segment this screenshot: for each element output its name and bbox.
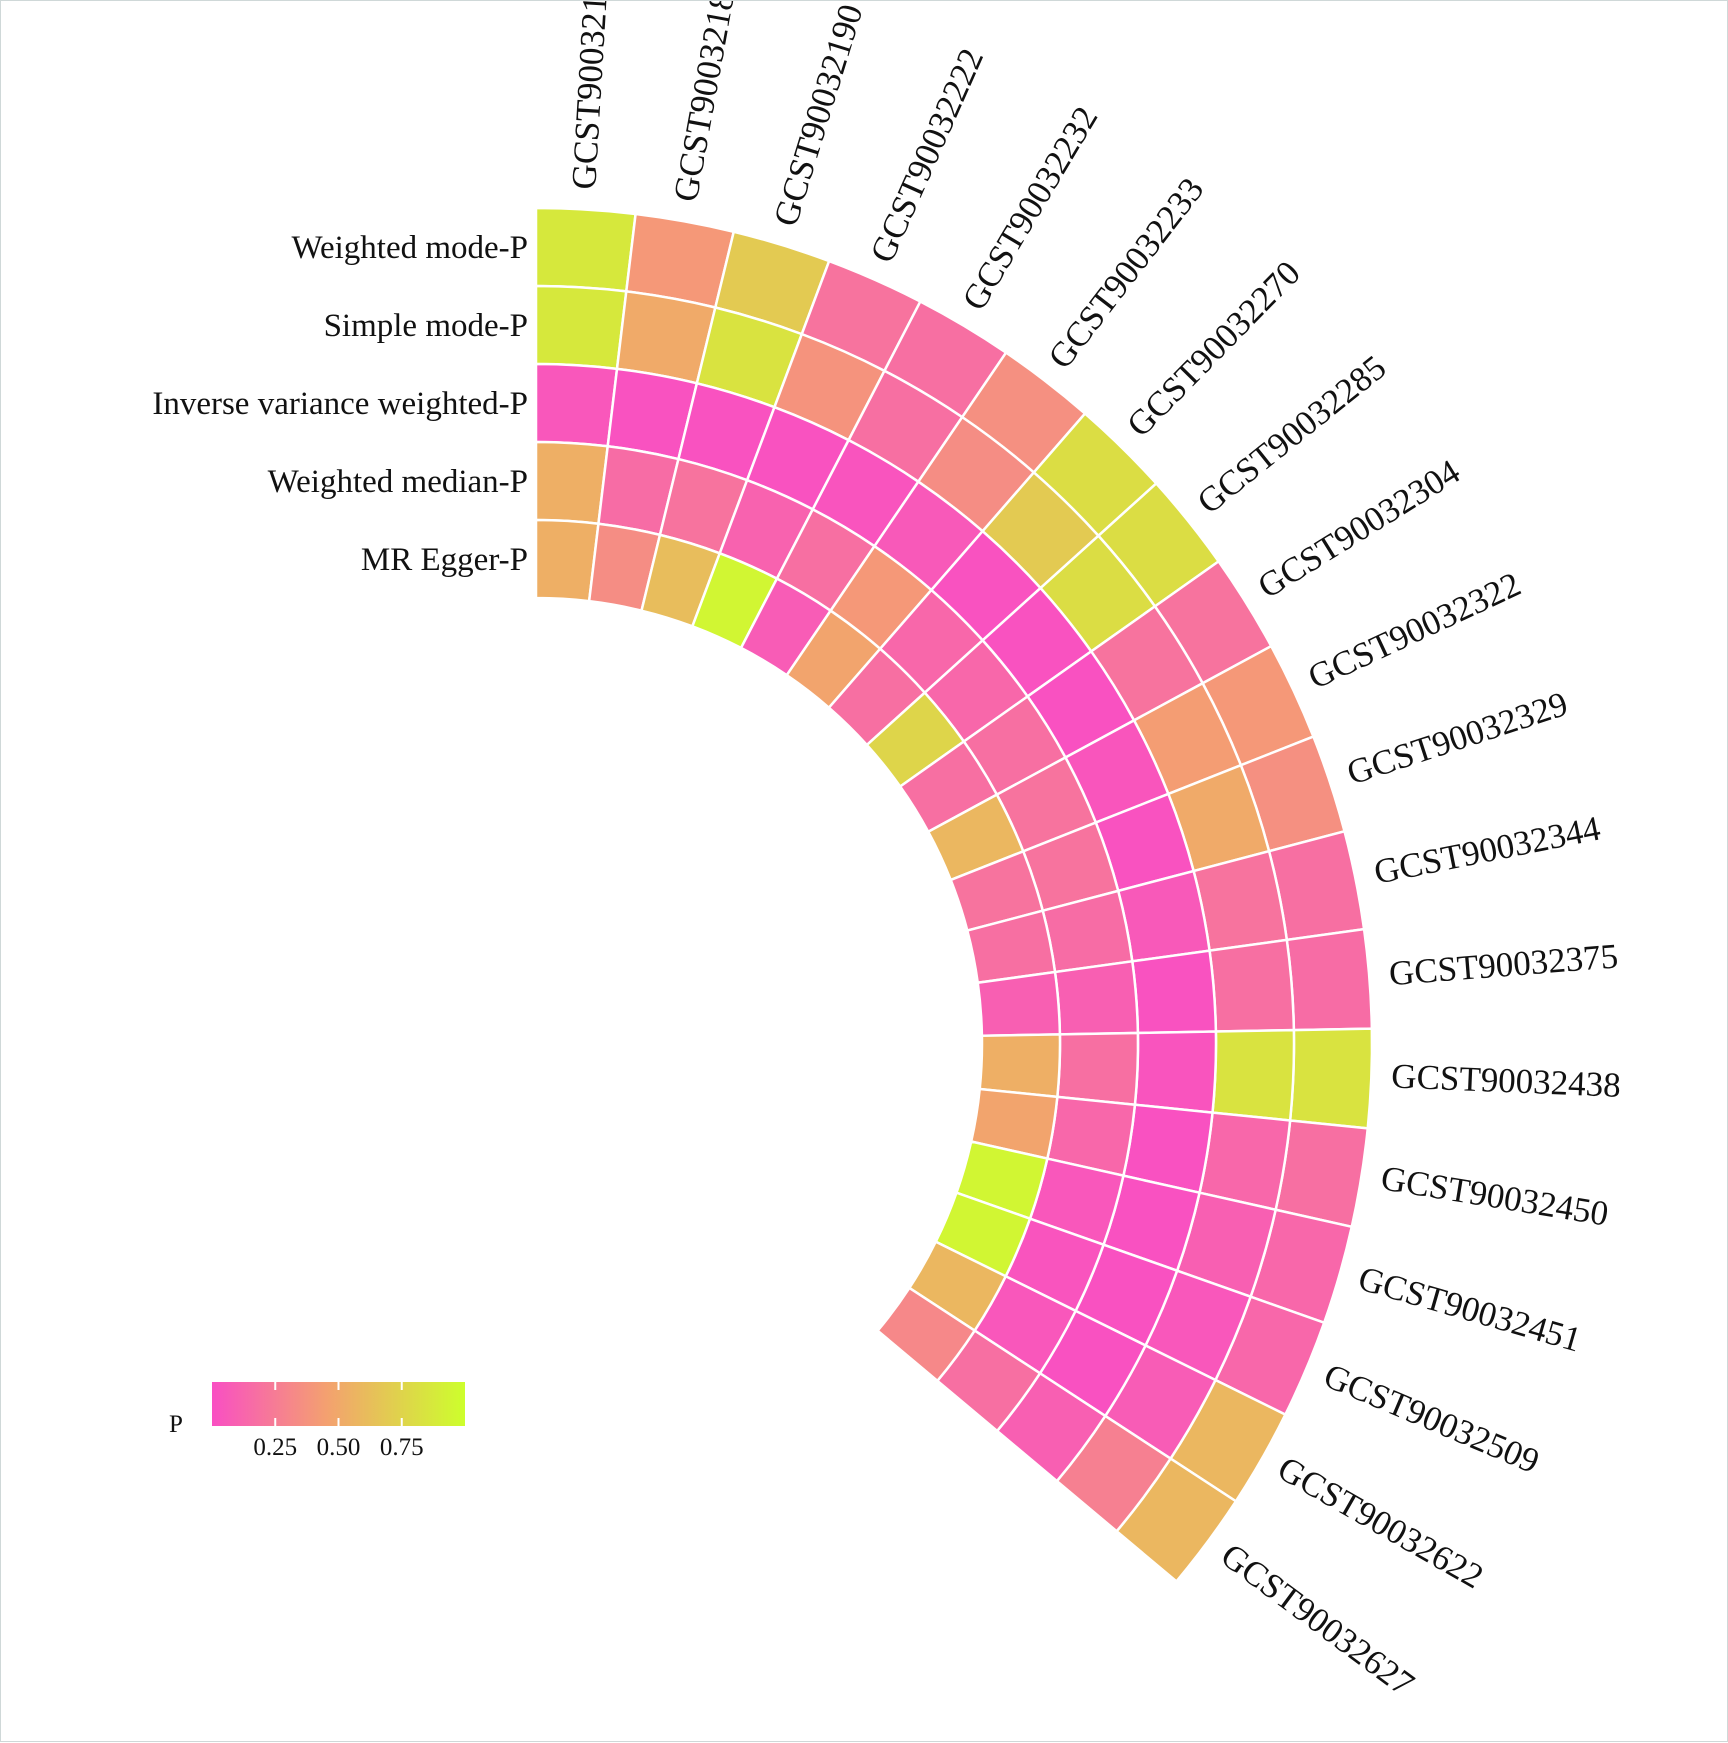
col-label-gcst90032322: GCST90032322 bbox=[1302, 564, 1526, 696]
col-label-gcst90032175: GCST90032175 bbox=[564, 1, 617, 190]
col-label-gcst90032232: GCST90032232 bbox=[954, 100, 1105, 317]
heatmap-cells bbox=[534, 206, 1374, 1584]
cell-inverse-variance-weighted-p-gcst90032438 bbox=[1133, 1030, 1218, 1114]
row-label-mr-egger-p: MR Egger-P bbox=[361, 542, 528, 578]
legend-ticks: 0.25 0.50 0.75 bbox=[253, 1382, 424, 1461]
col-label-gcst90032304: GCST90032304 bbox=[1251, 452, 1467, 606]
col-label-gcst90032622: GCST90032622 bbox=[1271, 1449, 1490, 1597]
col-label-gcst90032509: GCST90032509 bbox=[1318, 1356, 1545, 1481]
cell-mr-egger-p-gcst90032175 bbox=[534, 518, 600, 603]
col-label-gcst90032450: GCST90032450 bbox=[1378, 1158, 1611, 1233]
cell-simple-mode-p-gcst90032438 bbox=[1211, 1028, 1296, 1122]
legend-tick-label: 0.50 bbox=[317, 1434, 361, 1461]
row-label-weighted-mode-p: Weighted mode-P bbox=[291, 230, 528, 266]
cell-weighted-median-p-gcst90032438 bbox=[1055, 1031, 1140, 1107]
cell-simple-mode-p-gcst90032175 bbox=[534, 284, 628, 371]
legend-title: P bbox=[169, 1411, 183, 1438]
col-label-gcst90032438: GCST90032438 bbox=[1391, 1056, 1622, 1104]
cell-mr-egger-p-gcst90032375 bbox=[976, 970, 1062, 1038]
cell-simple-mode-p-gcst90032375 bbox=[1208, 938, 1296, 1033]
col-label-gcst90032627: GCST90032627 bbox=[1214, 1536, 1422, 1704]
col-label-gcst90032222: GCST90032222 bbox=[862, 43, 991, 269]
col-label-gcst90032329: GCST90032329 bbox=[1342, 684, 1572, 793]
legend-tick-label: 0.75 bbox=[380, 1434, 424, 1461]
col-label-gcst90032186: GCST90032186 bbox=[666, 1, 745, 205]
cell-mr-egger-p-gcst90032627 bbox=[875, 1286, 977, 1383]
cell-inverse-variance-weighted-p-gcst90032175 bbox=[534, 362, 619, 448]
cell-weighted-mode-p-gcst90032175 bbox=[534, 206, 637, 293]
col-label-gcst90032344: GCST90032344 bbox=[1371, 808, 1604, 891]
legend-tick-label: 0.25 bbox=[253, 1434, 297, 1461]
cell-weighted-median-p-gcst90032375 bbox=[1053, 959, 1140, 1036]
cell-weighted-median-p-gcst90032175 bbox=[534, 440, 610, 526]
col-label-gcst90032233: GCST90032233 bbox=[1040, 170, 1211, 376]
col-label-gcst90032285: GCST90032285 bbox=[1190, 348, 1394, 522]
cell-weighted-mode-p-gcst90032375 bbox=[1285, 927, 1374, 1032]
cell-weighted-mode-p-gcst90032438 bbox=[1288, 1027, 1374, 1130]
cell-mr-egger-p-gcst90032438 bbox=[978, 1033, 1062, 1099]
row-label-weighted-median-p: Weighted median-P bbox=[268, 464, 528, 500]
col-label-gcst90032451: GCST90032451 bbox=[1354, 1259, 1585, 1360]
col-label-gcst90032270: GCST90032270 bbox=[1119, 253, 1308, 444]
col-label-gcst90032190: GCST90032190 bbox=[766, 1, 871, 231]
col-label-gcst90032375: GCST90032375 bbox=[1388, 936, 1620, 993]
row-label-inverse-variance-weighted-p: Inverse variance weighted-P bbox=[152, 386, 528, 422]
row-label-simple-mode-p: Simple mode-P bbox=[324, 308, 528, 344]
cell-inverse-variance-weighted-p-gcst90032375 bbox=[1130, 949, 1218, 1035]
row-labels: Weighted mode-P Simple mode-P Inverse vari… bbox=[152, 230, 528, 578]
color-legend: P 0.25 0.50 0.75 bbox=[169, 1382, 465, 1461]
